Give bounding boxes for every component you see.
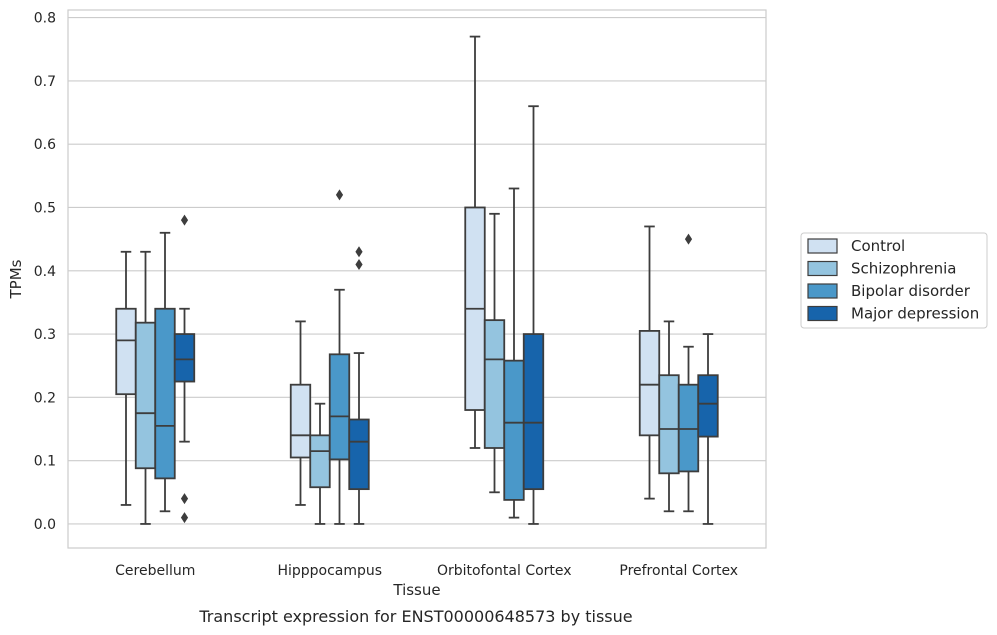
box-iqr xyxy=(638,330,661,437)
legend-frame xyxy=(800,232,988,329)
box-iqr xyxy=(309,434,331,489)
x-tick-label: Hipppocampus xyxy=(277,563,382,579)
legend-item: Schizophrenia xyxy=(807,260,956,278)
box-prefrontal-cortex xyxy=(658,320,680,513)
outlier-point xyxy=(180,214,189,226)
box-cerebellum xyxy=(134,250,157,525)
box-orbitofontal-cortex xyxy=(522,105,545,525)
box-hipppocampus xyxy=(309,402,331,525)
y-tick-label: 0.6 xyxy=(34,137,56,153)
legend-item: Bipolar disorder xyxy=(807,282,971,300)
series-bipolar-disorder xyxy=(154,187,700,525)
outlier-point xyxy=(355,246,363,258)
series-major-depression xyxy=(173,105,719,525)
box-iqr xyxy=(677,383,700,473)
chart-caption: Transcript expression for ENST0000064857… xyxy=(198,607,632,626)
y-tick-label: 0.2 xyxy=(34,390,56,406)
legend-swatch xyxy=(807,283,838,299)
x-tick-label: Orbitofontal Cortex xyxy=(437,563,572,579)
outlier-point xyxy=(180,493,189,505)
y-tick-label: 0.7 xyxy=(34,74,56,90)
y-tick-labels: 0.0 0.1 0.2 0.3 0.4 0.5 0.6 0.7 0.8 xyxy=(34,11,56,533)
outlier-point xyxy=(180,512,189,524)
y-tick-label: 0.3 xyxy=(34,327,56,343)
box-iqr xyxy=(348,418,370,491)
box-iqr xyxy=(115,307,137,396)
legend-swatch xyxy=(807,305,838,322)
legend: Control Schizophrenia Bipolar disorder Majo… xyxy=(800,232,988,329)
box-prefrontal-cortex xyxy=(638,225,661,500)
box-cerebellum xyxy=(154,231,176,513)
legend-swatch xyxy=(807,260,838,277)
legend-label: Major depression xyxy=(851,305,979,323)
legend-label: Schizophrenia xyxy=(851,260,956,278)
box-iqr xyxy=(658,374,680,475)
box-iqr xyxy=(289,383,312,459)
x-tick-label: Prefrontal Cortex xyxy=(619,563,738,579)
legend-label: Bipolar disorder xyxy=(851,282,971,300)
box-orbitofontal-cortex xyxy=(483,212,506,494)
outlier-point xyxy=(684,233,693,245)
box-iqr xyxy=(154,307,176,480)
legend-swatch xyxy=(807,238,838,254)
y-tick-label: 0.0 xyxy=(34,517,56,533)
series-schizophrenia xyxy=(134,212,680,525)
box-iqr xyxy=(173,333,196,383)
x-tick-label: Cerebellum xyxy=(115,563,195,579)
box-iqr xyxy=(134,321,157,470)
box-iqr xyxy=(328,353,351,461)
box-iqr xyxy=(483,319,506,449)
box-orbitofontal-cortex xyxy=(503,187,525,519)
y-tick-label: 0.5 xyxy=(34,200,56,216)
x-axis-label: Tissue xyxy=(392,581,440,599)
series-control xyxy=(115,35,661,506)
box-iqr xyxy=(503,359,525,501)
box-iqr xyxy=(697,374,719,438)
box-hipppocampus xyxy=(328,189,351,525)
y-axis-label: TPMs xyxy=(7,259,25,299)
outlier-point xyxy=(355,258,363,270)
box-cerebellum xyxy=(115,250,137,506)
box-cerebellum xyxy=(173,214,196,524)
y-tick-label: 0.1 xyxy=(34,454,56,470)
box-groups xyxy=(115,35,719,525)
legend-label: Control xyxy=(851,237,905,255)
legend-item: Control xyxy=(807,237,905,255)
box-orbitofontal-cortex xyxy=(464,35,486,449)
plot-frame xyxy=(67,9,767,549)
box-prefrontal-cortex xyxy=(697,333,719,525)
box-hipppocampus xyxy=(348,246,370,525)
y-tick-label: 0.8 xyxy=(34,11,56,27)
box-prefrontal-cortex xyxy=(677,233,700,513)
y-tick-label: 0.4 xyxy=(34,264,56,280)
legend-item: Major depression xyxy=(807,305,979,323)
box-iqr xyxy=(522,333,545,491)
outlier-point xyxy=(335,189,344,201)
x-tick-labels: Cerebellum Hipppocampus Orbitofontal Corte… xyxy=(115,563,738,579)
box-hipppocampus xyxy=(289,320,312,506)
